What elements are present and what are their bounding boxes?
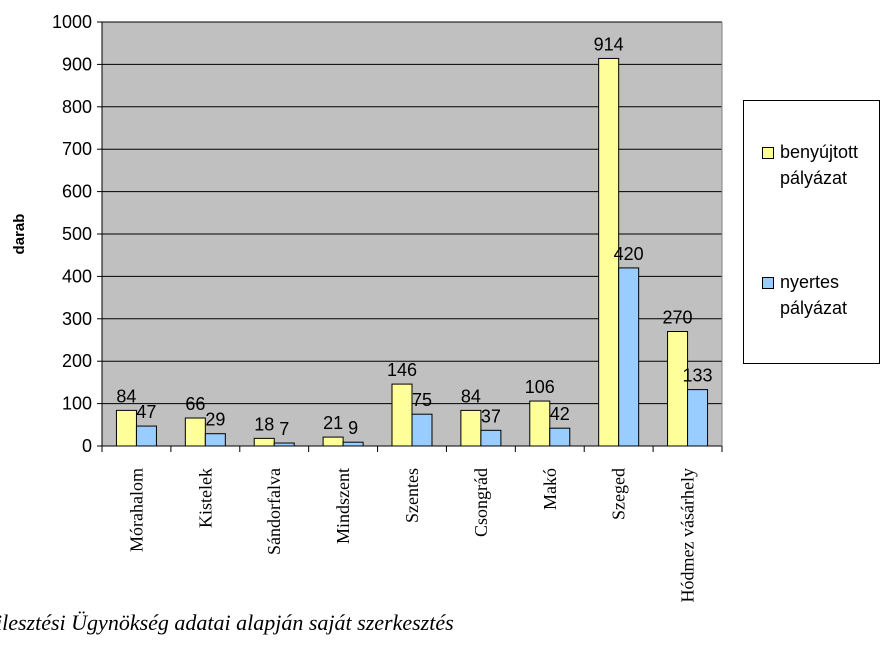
category-label: Szentes (402, 468, 422, 523)
data-label-nyertes: 29 (205, 410, 225, 430)
y-tick-label: 400 (62, 266, 92, 286)
bar-nyertes (618, 267, 640, 447)
category-label: Kistelek (195, 468, 215, 528)
category-label: Mórahalom (126, 468, 146, 552)
category-label: Makó (540, 468, 560, 510)
bar-benyujtott (391, 383, 413, 447)
category-label: Hódmez vásárhely (678, 468, 698, 602)
legend: benyújtott pályázat nyertes pályázat (743, 100, 880, 364)
y-tick-label: 900 (62, 54, 92, 74)
bar-benyujtott (253, 437, 275, 447)
bar-nyertes (135, 425, 157, 447)
legend-label-nyertes: nyertes pályázat (780, 272, 848, 318)
y-tick-label: 100 (62, 394, 92, 414)
bar-benyujtott (322, 436, 344, 447)
data-label-nyertes: 420 (614, 244, 644, 264)
data-label-benyujtott: 106 (525, 377, 555, 397)
bars (115, 57, 709, 447)
source-note: ilesztési Ügynökség adatai alapján saját… (0, 610, 454, 635)
bar-nyertes (411, 413, 433, 447)
category-label: Csongrád (471, 468, 491, 537)
y-tick-label: 0 (82, 436, 92, 456)
data-label-nyertes: 37 (481, 406, 501, 426)
y-tick-label: 500 (62, 224, 92, 244)
legend-item-benyujtott: benyújtott pályázat (762, 139, 858, 191)
bar-benyujtott (529, 400, 551, 447)
bar-benyujtott (460, 409, 482, 447)
bar-nyertes (342, 441, 364, 447)
y-tick-label: 200 (62, 351, 92, 371)
bar-nyertes (480, 429, 502, 447)
y-axis-title: darab (11, 214, 28, 255)
data-label-nyertes: 9 (348, 418, 358, 438)
legend-item-nyertes: nyertes pályázat (762, 269, 847, 321)
data-label-benyujtott: 270 (663, 308, 693, 328)
bar-nyertes (204, 433, 226, 447)
bar-benyujtott (115, 409, 137, 447)
data-label-nyertes: 42 (550, 404, 570, 424)
axes (97, 21, 723, 452)
data-label-benyujtott: 84 (116, 386, 136, 406)
category-label: Sándorfalva (264, 468, 284, 555)
y-tick-label: 800 (62, 97, 92, 117)
bar-nyertes (549, 427, 571, 447)
legend-swatch-benyujtott (762, 147, 774, 159)
data-label-nyertes: 7 (279, 419, 289, 439)
y-tick-label: 700 (62, 139, 92, 159)
bar-benyujtott (667, 331, 689, 447)
bar-benyujtott (184, 417, 206, 447)
data-label-nyertes: 133 (683, 366, 713, 386)
data-label-benyujtott: 66 (185, 394, 205, 414)
legend-label-benyujtott: benyújtott pályázat (780, 142, 859, 188)
data-label-benyujtott: 18 (254, 414, 274, 434)
bar-nyertes (687, 389, 709, 447)
y-tick-label: 300 (62, 309, 92, 329)
y-tick-label: 600 (62, 182, 92, 202)
data-label-nyertes: 47 (136, 402, 156, 422)
y-tick-label: 1000 (52, 12, 92, 32)
data-label-benyujtott: 21 (323, 413, 343, 433)
category-label: Mindszent (333, 468, 353, 544)
legend-swatch-nyertes (762, 277, 774, 289)
labels: 010020030040050060070080090010008447Móra… (11, 12, 713, 602)
data-label-benyujtott: 914 (594, 34, 624, 54)
category-label: Szeged (609, 468, 629, 520)
data-label-nyertes: 75 (412, 390, 432, 410)
data-label-benyujtott: 84 (461, 386, 481, 406)
data-label-benyujtott: 146 (387, 360, 417, 380)
